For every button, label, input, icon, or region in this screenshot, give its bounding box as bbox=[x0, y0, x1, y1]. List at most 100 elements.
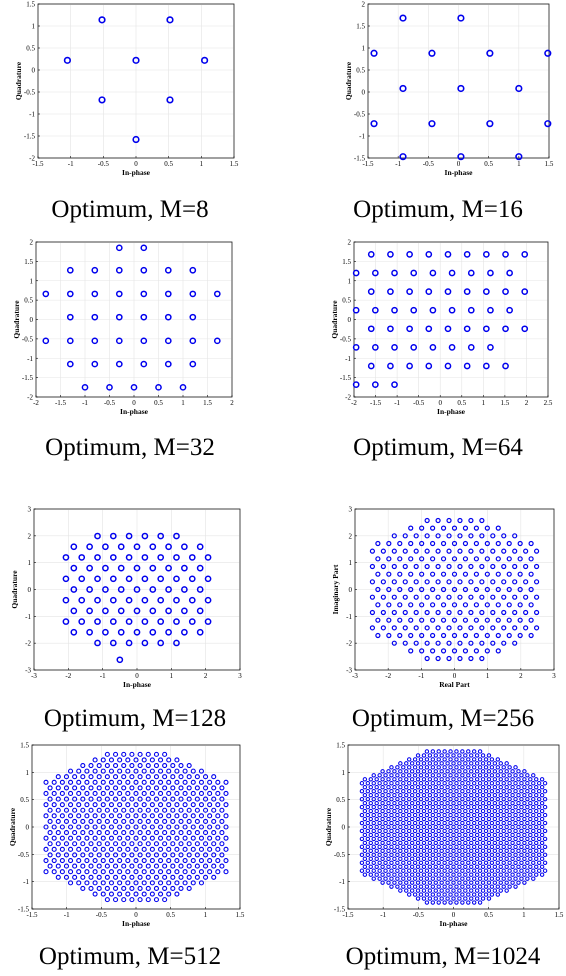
constellation-point bbox=[466, 749, 471, 754]
constellation-point bbox=[457, 808, 462, 814]
constellation-point bbox=[149, 835, 155, 841]
constellation-point bbox=[108, 846, 115, 852]
constellation-point bbox=[445, 888, 450, 893]
constellation-point bbox=[207, 835, 213, 841]
constellation-point bbox=[442, 900, 447, 905]
constellation-point bbox=[406, 868, 412, 873]
constellation-point bbox=[149, 891, 155, 897]
constellation-point bbox=[145, 796, 151, 802]
constellation-point bbox=[528, 864, 533, 869]
constellation-point bbox=[498, 800, 503, 806]
constellation-point bbox=[454, 836, 459, 842]
constellation-point bbox=[427, 880, 433, 885]
y-tick-label: -1 bbox=[345, 355, 351, 363]
constellation-point bbox=[170, 807, 176, 813]
constellation-point bbox=[479, 533, 485, 539]
y-tick-label: 0 bbox=[26, 824, 30, 832]
constellation-point bbox=[463, 800, 468, 806]
constellation-point bbox=[427, 856, 433, 862]
constellation-point bbox=[380, 808, 385, 814]
constellation-point bbox=[170, 830, 176, 836]
constellation-point bbox=[442, 884, 447, 889]
constellation-point bbox=[510, 824, 515, 830]
constellation-point bbox=[440, 571, 447, 577]
constellation-point bbox=[480, 792, 486, 798]
constellation-point bbox=[539, 800, 545, 806]
constellation-point bbox=[519, 844, 524, 850]
constellation-point bbox=[474, 832, 480, 838]
constellation-point bbox=[536, 852, 542, 858]
constellation-point bbox=[63, 785, 70, 791]
constellation-point bbox=[457, 896, 462, 901]
constellation-point bbox=[63, 796, 70, 802]
constellation-point bbox=[469, 888, 474, 893]
constellation-point bbox=[435, 563, 441, 570]
constellation-point bbox=[448, 796, 453, 802]
constellation-point bbox=[409, 824, 415, 830]
constellation-point bbox=[483, 836, 489, 842]
constellation-point bbox=[174, 891, 180, 897]
constellation-point bbox=[391, 344, 398, 351]
constellation-point bbox=[121, 785, 127, 791]
constellation-point bbox=[457, 777, 462, 782]
constellation-point bbox=[525, 836, 530, 842]
constellation-point bbox=[84, 857, 90, 864]
constellation-point bbox=[480, 769, 486, 774]
constellation-point bbox=[43, 813, 49, 819]
constellation-point bbox=[519, 789, 524, 794]
constellation-point bbox=[495, 844, 501, 850]
constellation-point bbox=[523, 594, 529, 600]
constellation-point bbox=[462, 648, 469, 654]
constellation-point bbox=[395, 820, 400, 826]
constellation-point bbox=[531, 781, 536, 786]
constellation-point bbox=[534, 808, 539, 814]
constellation-point bbox=[446, 533, 452, 539]
constellation-point bbox=[492, 769, 498, 774]
chart-m32: -2 -1.5 -1 -0.5 0 0.5 1 1.5 2-2-1.5-1-0.500.511.… bbox=[12, 239, 234, 417]
constellation-point bbox=[182, 880, 188, 886]
constellation-point bbox=[211, 830, 217, 836]
constellation-point bbox=[495, 796, 501, 802]
y-axis-label: Imaginary Part bbox=[331, 564, 340, 614]
constellation-points bbox=[63, 16, 209, 144]
constellation-point bbox=[440, 556, 447, 562]
constellation-point bbox=[166, 757, 172, 763]
constellation-point bbox=[424, 765, 430, 770]
constellation-point bbox=[483, 860, 489, 865]
constellation-point bbox=[198, 824, 205, 830]
constellation-point bbox=[442, 892, 447, 897]
constellation-point bbox=[513, 876, 518, 881]
constellation-point bbox=[486, 753, 492, 758]
constellation-point bbox=[474, 888, 480, 893]
constellation-point bbox=[51, 869, 57, 875]
y-tick-label: 0 bbox=[348, 316, 352, 324]
constellation-point bbox=[415, 808, 421, 814]
constellation-point bbox=[371, 796, 376, 802]
constellation-point bbox=[409, 792, 415, 798]
constellation-point bbox=[439, 824, 444, 830]
constellation-point bbox=[380, 563, 386, 570]
constellation-point bbox=[117, 586, 125, 593]
x-tick-label: 1 bbox=[517, 160, 521, 168]
constellation-point bbox=[404, 856, 409, 862]
constellation-point bbox=[108, 768, 115, 774]
constellation-point bbox=[401, 781, 406, 786]
constellation-point bbox=[55, 785, 61, 791]
constellation-point bbox=[125, 891, 131, 897]
constellation-point bbox=[121, 830, 127, 836]
x-axis-label: In-phase bbox=[122, 919, 151, 928]
constellation-point bbox=[108, 857, 115, 864]
constellation-point bbox=[166, 802, 172, 808]
constellation-point bbox=[487, 344, 494, 351]
constellation-point bbox=[383, 812, 388, 818]
y-tick-label: 1 bbox=[28, 559, 32, 567]
constellation-point bbox=[398, 872, 403, 877]
x-tick-label: -1.5 bbox=[55, 399, 67, 407]
constellation-point bbox=[477, 796, 483, 802]
chart-m64: -2 -1.5 -1 -0.5 0 0.5 1 1.5 2 2.5-2-1.5-1-0.500.5… bbox=[330, 239, 553, 417]
constellation-point bbox=[368, 777, 373, 782]
constellation-point bbox=[534, 777, 539, 782]
constellation-point bbox=[536, 804, 542, 810]
constellation-point bbox=[418, 868, 424, 873]
constellation-point bbox=[457, 625, 463, 631]
